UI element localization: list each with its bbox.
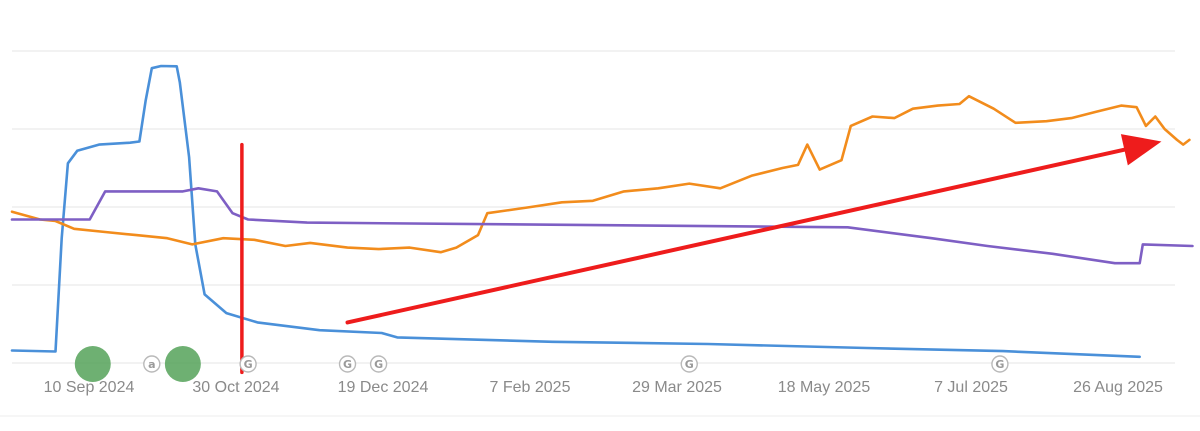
annotation-letter-2: G xyxy=(343,358,352,371)
annotation-icon-g-2 xyxy=(338,355,357,373)
annotation-icon-g-4 xyxy=(680,355,698,373)
x-tick-label-7: 26 Aug 2025 xyxy=(1073,379,1163,396)
series-line-1 xyxy=(10,94,1191,254)
series-line-2 xyxy=(10,187,1194,265)
x-tick-label-3: 7 Feb 2025 xyxy=(490,379,571,396)
x-axis-ticks: 10 Sep 2024 30 Oct 2024 19 Dec 2024 7 Feb 2… xyxy=(44,379,1163,396)
annotation-letter-4: G xyxy=(685,358,694,371)
annotation-marker-6 xyxy=(74,346,111,382)
annotation-icon-g-1 xyxy=(239,355,257,373)
annotation-letter-0: a xyxy=(148,358,155,371)
x-tick-label-0: 10 Sep 2024 xyxy=(44,379,135,396)
gridlines xyxy=(0,50,1200,417)
x-tick-label-6: 7 Jul 2025 xyxy=(934,379,1008,396)
annotation-icon-g-5 xyxy=(991,355,1009,373)
series-line-0 xyxy=(10,64,1141,359)
x-tick-label-2: 19 Dec 2024 xyxy=(338,379,429,396)
annotation-letter-3: G xyxy=(374,358,383,371)
x-tick-label-1: 30 Oct 2024 xyxy=(192,379,279,396)
annotation-letter-1: G xyxy=(244,358,253,371)
overlay-arrow-head xyxy=(1120,134,1162,166)
annotation-icon-a-0 xyxy=(143,355,161,373)
annotation-overlays xyxy=(240,134,1162,375)
x-tick-label-4: 29 Mar 2025 xyxy=(632,379,722,396)
overlay-arrow-shaft xyxy=(345,147,1127,325)
x-tick-label-5: 18 May 2025 xyxy=(778,379,871,396)
annotation-marker-7 xyxy=(164,346,201,382)
annotation-letter-5: G xyxy=(995,358,1004,371)
annotation-icon-g-3 xyxy=(369,355,388,373)
series-lines xyxy=(10,64,1194,359)
